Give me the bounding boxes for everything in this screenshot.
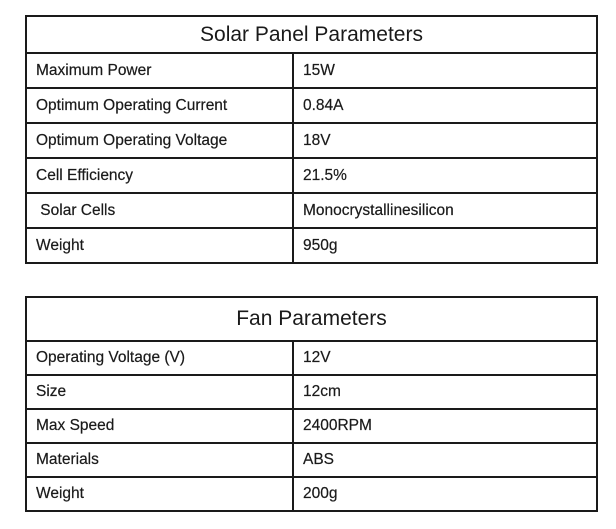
table-row: Size 12cm xyxy=(25,374,598,410)
parameter-value: 12V xyxy=(292,340,598,376)
parameter-label: Maximum Power xyxy=(25,52,294,89)
parameter-value: 200g xyxy=(292,476,598,512)
table-row: Maximum Power 15W xyxy=(25,52,598,89)
table-row: Weight 200g xyxy=(25,476,598,512)
table-row: Solar Cells Monocrystallinesilicon xyxy=(25,192,598,229)
solar-panel-parameters-table: Solar Panel Parameters Maximum Power 15W … xyxy=(25,15,598,264)
parameter-value: ABS xyxy=(292,442,598,478)
parameter-value: 0.84A xyxy=(292,87,598,124)
parameter-label: Solar Cells xyxy=(25,192,294,229)
parameter-label: Max Speed xyxy=(25,408,294,444)
table-title: Solar Panel Parameters xyxy=(25,15,598,54)
parameter-label: Optimum Operating Voltage xyxy=(25,122,294,159)
parameter-value: 21.5% xyxy=(292,157,598,194)
parameter-label: Optimum Operating Current xyxy=(25,87,294,124)
parameter-value: 12cm xyxy=(292,374,598,410)
table-row: Operating Voltage (V) 12V xyxy=(25,340,598,376)
table-row: Max Speed 2400RPM xyxy=(25,408,598,444)
parameter-label: Weight xyxy=(25,227,294,264)
table-row: Optimum Operating Current 0.84A xyxy=(25,87,598,124)
parameter-value: Monocrystallinesilicon xyxy=(292,192,598,229)
parameter-value: 2400RPM xyxy=(292,408,598,444)
parameter-label: Size xyxy=(25,374,294,410)
parameter-label: Weight xyxy=(25,476,294,512)
parameter-label: Cell Efficiency xyxy=(25,157,294,194)
table-row: Materials ABS xyxy=(25,442,598,478)
parameter-value: 18V xyxy=(292,122,598,159)
table-row: Optimum Operating Voltage 18V xyxy=(25,122,598,159)
table-row: Weight 950g xyxy=(25,227,598,264)
parameter-label: Materials xyxy=(25,442,294,478)
parameter-label: Operating Voltage (V) xyxy=(25,340,294,376)
parameter-value: 950g xyxy=(292,227,598,264)
table-row: Cell Efficiency 21.5% xyxy=(25,157,598,194)
table-title: Fan Parameters xyxy=(25,296,598,342)
parameter-value: 15W xyxy=(292,52,598,89)
fan-parameters-table: Fan Parameters Operating Voltage (V) 12V … xyxy=(25,296,598,512)
